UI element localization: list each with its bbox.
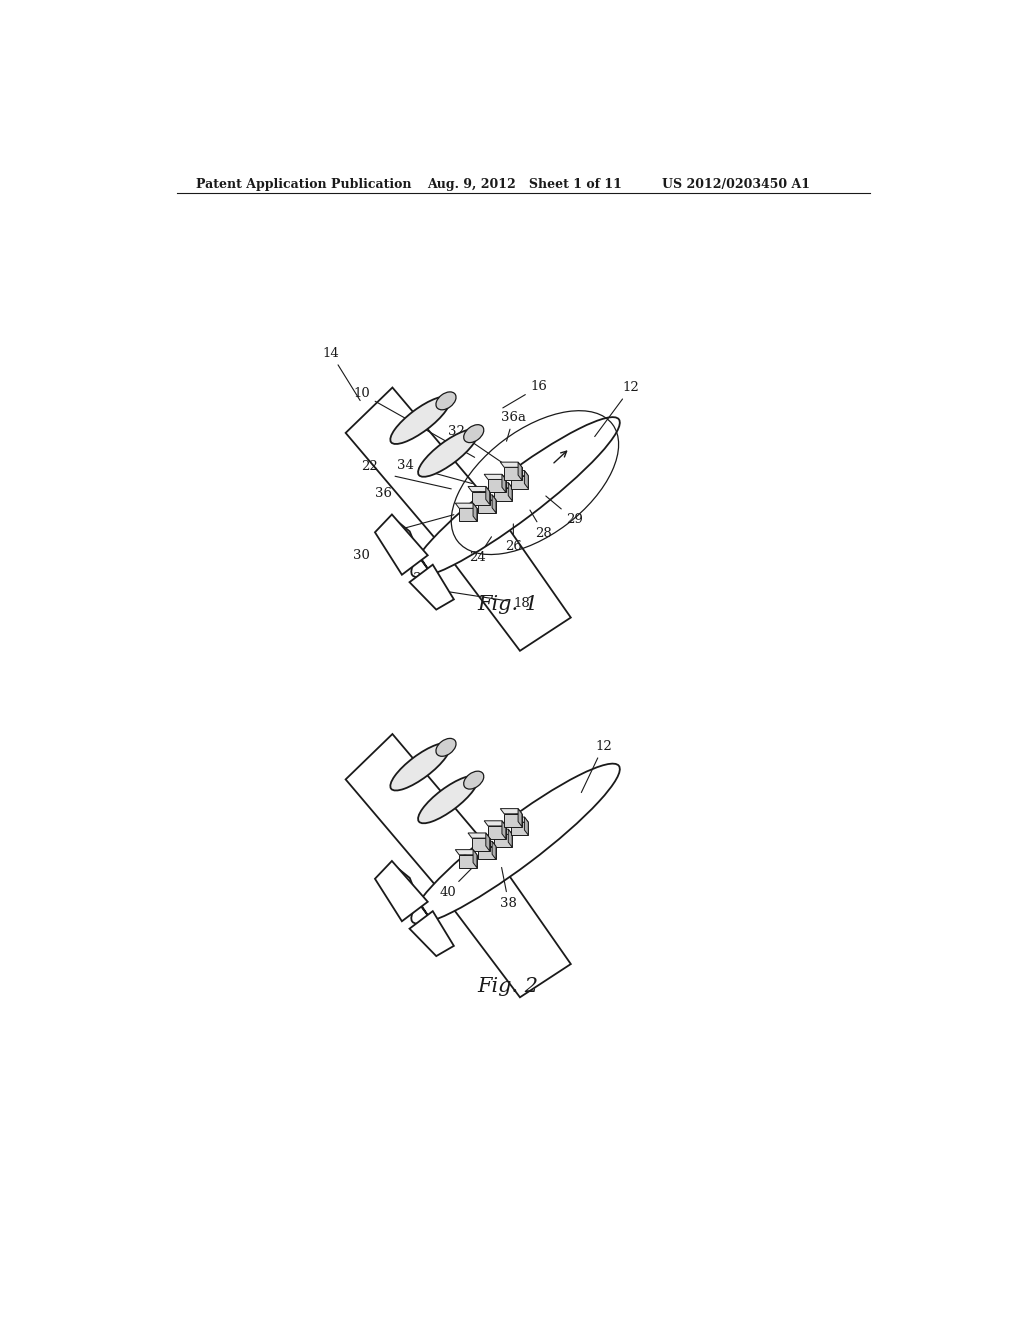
Polygon shape <box>396 867 428 915</box>
Text: 29: 29 <box>546 496 583 527</box>
Ellipse shape <box>464 425 483 442</box>
Polygon shape <box>488 479 506 492</box>
Polygon shape <box>508 483 512 500</box>
Polygon shape <box>453 527 570 651</box>
Polygon shape <box>410 565 454 610</box>
Polygon shape <box>501 809 522 814</box>
Text: 12: 12 <box>582 739 611 792</box>
Polygon shape <box>473 503 477 521</box>
Polygon shape <box>488 826 506 840</box>
Polygon shape <box>511 475 528 488</box>
Polygon shape <box>501 462 522 467</box>
Text: 36a: 36a <box>413 573 438 585</box>
Ellipse shape <box>436 738 456 756</box>
Polygon shape <box>468 487 489 491</box>
Text: 34: 34 <box>397 459 472 483</box>
Text: 16: 16 <box>503 380 548 408</box>
Polygon shape <box>508 829 512 847</box>
Polygon shape <box>495 834 512 847</box>
Text: 32: 32 <box>447 425 515 471</box>
Ellipse shape <box>390 396 450 444</box>
Polygon shape <box>375 861 428 921</box>
Polygon shape <box>474 495 496 500</box>
Polygon shape <box>459 855 477 867</box>
Text: 38: 38 <box>501 867 517 909</box>
Text: Fig. 2: Fig. 2 <box>477 977 539 995</box>
Ellipse shape <box>412 417 620 577</box>
Polygon shape <box>473 850 477 867</box>
Polygon shape <box>518 462 522 480</box>
Polygon shape <box>493 841 496 859</box>
Text: Aug. 9, 2012   Sheet 1 of 11: Aug. 9, 2012 Sheet 1 of 11 <box>427 178 622 190</box>
Text: 30: 30 <box>353 549 370 562</box>
Text: 26: 26 <box>505 524 522 553</box>
Ellipse shape <box>390 743 450 791</box>
Polygon shape <box>485 487 489 504</box>
Polygon shape <box>472 491 489 504</box>
Polygon shape <box>504 467 522 480</box>
Polygon shape <box>375 515 428 574</box>
Text: 40: 40 <box>439 863 476 899</box>
Text: 12: 12 <box>595 381 639 437</box>
Text: 20: 20 <box>401 504 476 529</box>
Polygon shape <box>396 521 428 569</box>
Text: 22: 22 <box>360 461 378 474</box>
Polygon shape <box>468 833 489 838</box>
Polygon shape <box>453 874 570 998</box>
Polygon shape <box>507 817 528 822</box>
Polygon shape <box>346 734 485 886</box>
Text: 36a: 36a <box>501 411 526 441</box>
Text: 18: 18 <box>447 591 530 610</box>
Polygon shape <box>511 822 528 836</box>
Text: 36: 36 <box>375 487 392 500</box>
Polygon shape <box>346 388 485 540</box>
Ellipse shape <box>412 764 620 924</box>
Polygon shape <box>507 470 528 475</box>
Polygon shape <box>478 500 496 513</box>
Polygon shape <box>493 495 496 513</box>
Polygon shape <box>459 508 477 521</box>
Polygon shape <box>478 846 496 859</box>
Text: Patent Application Publication: Patent Application Publication <box>196 178 412 190</box>
Polygon shape <box>502 821 506 840</box>
Text: 14: 14 <box>323 347 360 400</box>
Polygon shape <box>524 817 528 836</box>
Text: 28: 28 <box>530 510 552 540</box>
Polygon shape <box>472 838 489 851</box>
Ellipse shape <box>464 771 483 789</box>
Ellipse shape <box>418 429 478 477</box>
Polygon shape <box>490 483 512 488</box>
Text: 24: 24 <box>469 537 492 565</box>
Ellipse shape <box>436 392 456 409</box>
Polygon shape <box>474 841 496 846</box>
Text: US 2012/0203450 A1: US 2012/0203450 A1 <box>662 178 810 190</box>
Polygon shape <box>456 850 477 855</box>
Polygon shape <box>485 833 489 851</box>
Polygon shape <box>490 829 512 834</box>
Text: 10: 10 <box>353 387 475 457</box>
Polygon shape <box>484 821 506 826</box>
Polygon shape <box>456 503 477 508</box>
Polygon shape <box>484 474 506 479</box>
Polygon shape <box>495 488 512 500</box>
Polygon shape <box>504 814 522 826</box>
Polygon shape <box>502 474 506 492</box>
Polygon shape <box>518 809 522 826</box>
Polygon shape <box>410 911 454 956</box>
Polygon shape <box>524 470 528 488</box>
Ellipse shape <box>418 776 478 824</box>
Text: Fig. 1: Fig. 1 <box>477 595 539 615</box>
